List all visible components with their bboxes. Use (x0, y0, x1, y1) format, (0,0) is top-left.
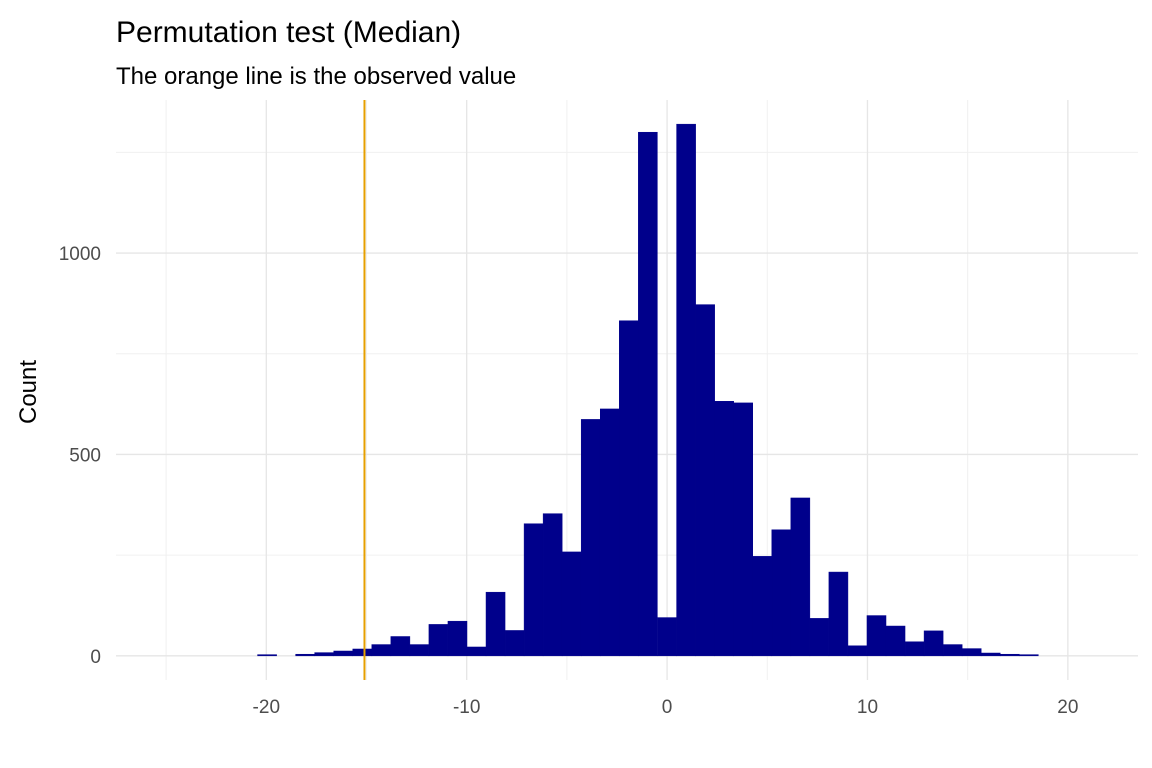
histogram-bar (542, 513, 563, 657)
histogram-bar (580, 419, 601, 657)
histogram-bar (523, 523, 544, 657)
histogram-bar (961, 648, 982, 657)
histogram-bar (790, 497, 811, 657)
histogram-bar (371, 644, 392, 657)
histogram-bar (866, 615, 887, 657)
histogram-bar (485, 591, 506, 657)
y-tick-label: 1000 (59, 244, 101, 265)
histogram-bar (904, 641, 925, 657)
x-tick-label: 10 (857, 697, 878, 718)
y-tick-label: 0 (90, 647, 101, 668)
histogram-bar (999, 653, 1020, 657)
histogram-bar (714, 401, 734, 657)
histogram-bar (466, 646, 487, 657)
histogram-bar (847, 645, 868, 657)
x-tick-label: -10 (453, 697, 480, 718)
histogram-bar (885, 625, 906, 657)
histogram-bar (333, 650, 354, 657)
histogram-bar (295, 653, 315, 657)
histogram-bar (828, 571, 849, 657)
x-tick-label: 0 (662, 697, 673, 718)
histogram-bar (771, 529, 792, 657)
histogram-bar (695, 304, 715, 657)
y-axis-label: Count (15, 360, 42, 424)
histogram-bar (428, 624, 449, 657)
axis-ticks: -20 -10 0 10 20 0 500 1000 (59, 244, 1079, 718)
histogram-bar (352, 648, 373, 657)
histogram-bar (942, 644, 963, 657)
histogram-bar (504, 630, 525, 657)
histogram-bar (752, 556, 773, 657)
histogram-bar (923, 630, 944, 657)
histogram-bar (257, 654, 277, 657)
histogram-bar (657, 617, 677, 657)
x-tick-label: 20 (1057, 697, 1078, 718)
histogram-bar (619, 320, 639, 657)
histogram-bar (561, 551, 582, 657)
histogram-bar (409, 644, 430, 657)
x-tick-label: -20 (253, 697, 280, 718)
chart-title: Permutation test (Median) (116, 16, 461, 49)
histogram-bar (676, 123, 696, 657)
chart-subtitle: The orange line is the observed value (116, 63, 516, 90)
histogram-bar (809, 618, 830, 657)
y-tick-label: 500 (69, 445, 101, 466)
histogram-bar (733, 402, 753, 657)
histogram-bar (599, 408, 620, 657)
histogram-bar (314, 652, 334, 657)
histogram-bar (390, 636, 411, 657)
histogram-bar (638, 131, 658, 657)
histogram-bar (1019, 654, 1039, 657)
histogram-bar (447, 620, 468, 657)
histogram-bars (257, 123, 1039, 657)
histogram-bar (980, 652, 1001, 657)
